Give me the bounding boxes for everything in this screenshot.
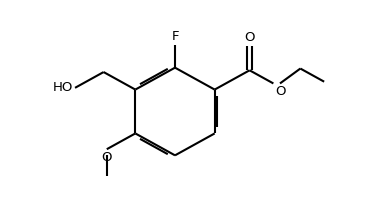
Text: F: F: [171, 30, 179, 43]
Text: O: O: [244, 31, 255, 44]
Text: HO: HO: [53, 81, 73, 94]
Text: O: O: [102, 151, 112, 164]
Text: O: O: [275, 85, 286, 98]
